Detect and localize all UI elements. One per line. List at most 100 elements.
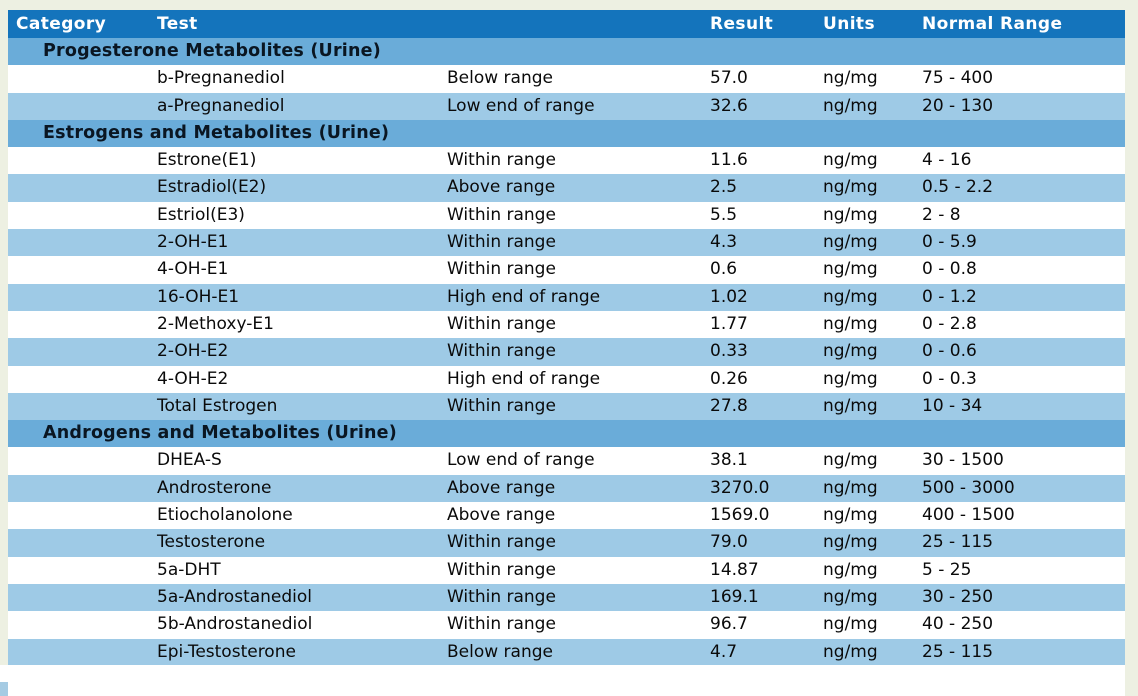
category-cell [8,311,149,338]
test-name-cell: Estrone(E1) [157,150,257,171]
test-name-cell: Estriol(E3) [157,204,245,225]
category-cell [8,557,149,584]
table-row: 4-OH-E1 Within range 0.6 ng/mg 0 - 0.8 [8,256,1125,284]
result-cell: 11.6 [710,150,748,171]
result-cell: 0.26 [710,368,748,389]
status-cell: Within range [447,559,556,580]
units-cell: ng/mg [823,559,878,580]
results-table-body: Progesterone Metabolites (Urine) b-Pregna… [8,38,1125,666]
table-row: Total Estrogen Within range 27.8 ng/mg 10 - … [8,392,1125,421]
test-name-cell: 16-OH-E1 [157,286,240,307]
status-cell: Within range [447,313,556,334]
test-name-cell: Total Estrogen [157,395,278,416]
result-cell: 38.1 [710,450,748,471]
section-title: Progesterone Metabolites (Urine) [43,41,381,61]
result-cell: 27.8 [710,395,748,416]
section-header-row: Androgens and Metabolites (Urine) [8,420,1125,448]
category-cell [8,639,149,666]
units-cell: ng/mg [823,150,878,171]
status-cell: Within range [447,150,556,171]
test-name-cell: 2-Methoxy-E1 [157,313,274,334]
column-header-normal-range: Normal Range [922,14,1063,34]
normal-range-cell: 0 - 2.8 [922,313,977,334]
category-cell [8,584,149,611]
footer-spacer [0,665,1125,696]
status-cell: Within range [447,341,556,362]
units-cell: ng/mg [823,641,878,662]
column-header-units: Units [823,14,875,34]
status-cell: High end of range [447,286,601,307]
column-header-result: Result [710,14,774,34]
table-row: 5a-DHT Within range 14.87 ng/mg 5 - 25 [8,556,1125,584]
test-name-cell: Etiocholanolone [157,505,293,526]
normal-range-cell: 500 - 3000 [922,477,1015,498]
test-name-cell: 4-OH-E2 [157,368,229,389]
table-row: 16-OH-E1 High end of range 1.02 ng/mg 0 - 1.… [8,283,1125,311]
units-cell: ng/mg [823,505,878,526]
units-cell: ng/mg [823,95,878,116]
units-cell: ng/mg [823,68,878,89]
result-cell: 32.6 [710,95,748,116]
table-row: 4-OH-E2 High end of range 0.26 ng/mg 0 - 0.3 [8,365,1125,393]
category-cell [8,393,149,420]
normal-range-cell: 0 - 0.8 [922,259,977,280]
units-cell: ng/mg [823,532,878,553]
units-cell: ng/mg [823,286,878,307]
result-cell: 1.02 [710,286,748,307]
table-row: b-Pregnanediol Below range 57.0 ng/mg 75 - 4… [8,65,1125,93]
table-row: Estrone(E1) Within range 11.6 ng/mg 4 - 16 [8,147,1125,175]
table-row: Epi-Testosterone Below range 4.7 ng/mg 25 - … [8,638,1125,666]
units-cell: ng/mg [823,341,878,362]
normal-range-cell: 10 - 34 [922,395,983,416]
status-cell: Low end of range [447,95,595,116]
category-cell [8,147,149,174]
normal-range-cell: 0 - 5.9 [922,232,977,253]
table-header-row: Category Test Result Units Normal Range [8,10,1125,38]
column-header-category: Category [16,14,107,34]
category-cell [8,529,149,556]
status-cell: Above range [447,477,556,498]
column-header-status [439,10,702,38]
test-name-cell: a-Pregnanediol [157,95,285,116]
table-row: 2-OH-E1 Within range 4.3 ng/mg 0 - 5.9 [8,229,1125,257]
category-cell [8,229,149,256]
category-cell [8,284,149,311]
table-row: Androsterone Above range 3270.0 ng/mg 500 - … [8,474,1125,503]
units-cell: ng/mg [823,395,878,416]
category-cell [8,202,149,229]
test-name-cell: b-Pregnanediol [157,68,285,89]
units-cell: ng/mg [823,204,878,225]
normal-range-cell: 0.5 - 2.2 [922,177,994,198]
result-cell: 4.7 [710,641,738,662]
section-header-row: Progesterone Metabolites (Urine) [8,38,1125,66]
normal-range-cell: 40 - 250 [922,614,994,635]
units-cell: ng/mg [823,450,878,471]
table-row: Testosterone Within range 79.0 ng/mg 25 - 11… [8,529,1125,557]
category-cell [8,366,149,393]
normal-range-cell: 25 - 115 [922,532,994,553]
result-cell: 169.1 [710,586,759,607]
category-cell [8,338,149,365]
category-cell [8,93,149,120]
test-name-cell: 2-OH-E2 [157,341,229,362]
category-cell [8,447,149,474]
category-cell [8,256,149,283]
status-cell: Within range [447,614,556,635]
normal-range-cell: 20 - 130 [922,95,994,116]
status-cell: Within range [447,532,556,553]
section-header-row: Estrogens and Metabolites (Urine) [8,119,1125,148]
normal-range-cell: 4 - 16 [922,150,972,171]
units-cell: ng/mg [823,232,878,253]
units-cell: ng/mg [823,614,878,635]
category-cell [8,502,149,529]
table-row: 2-OH-E2 Within range 0.33 ng/mg 0 - 0.6 [8,338,1125,366]
test-name-cell: Epi-Testosterone [157,641,296,662]
category-cell [8,475,149,502]
normal-range-cell: 5 - 25 [922,559,972,580]
result-cell: 1.77 [710,313,748,334]
corner-artifact [0,682,8,696]
category-cell [8,65,149,92]
test-name-cell: DHEA-S [157,450,222,471]
status-cell: Within range [447,586,556,607]
units-cell: ng/mg [823,313,878,334]
